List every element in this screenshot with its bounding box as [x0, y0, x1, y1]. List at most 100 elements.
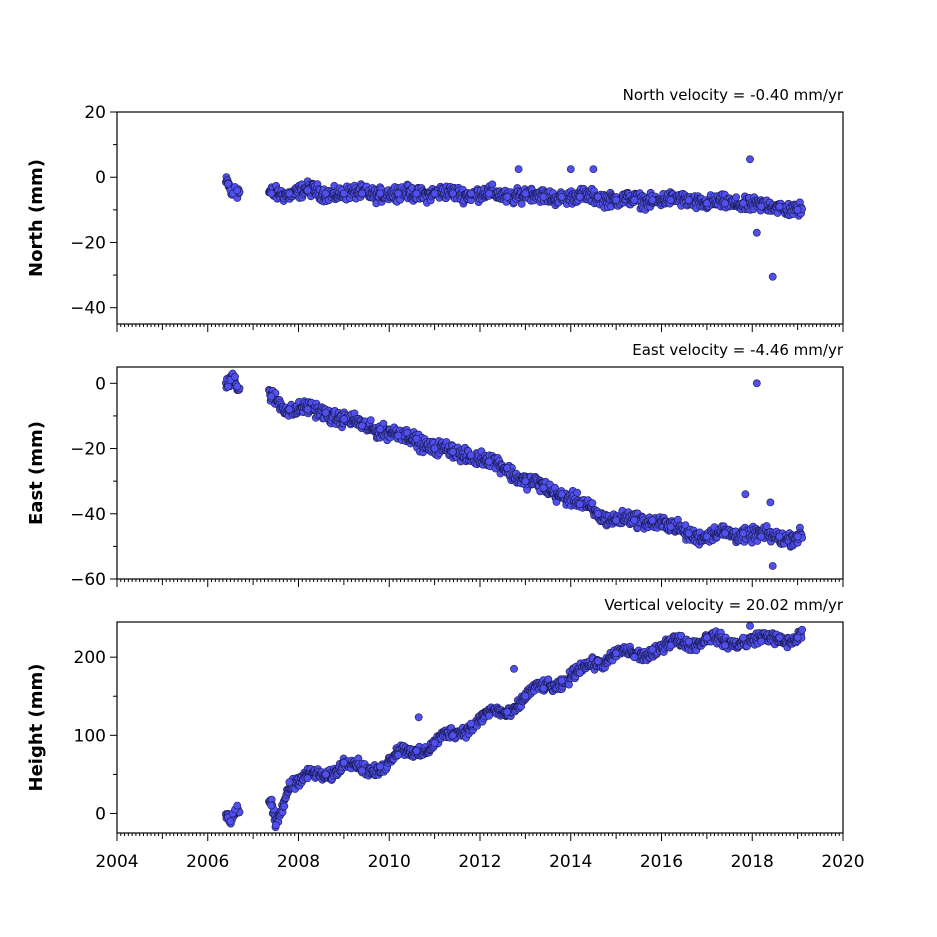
- data-point: [224, 382, 233, 391]
- data-point: [430, 444, 439, 453]
- data-point: [739, 199, 748, 208]
- data-point: [775, 202, 784, 211]
- data-point: [565, 680, 573, 689]
- outlier-point: [752, 379, 761, 388]
- data-point: [233, 382, 242, 391]
- data-point: [703, 633, 711, 642]
- data-point: [703, 532, 711, 541]
- data-point: [376, 425, 385, 433]
- data-point: [226, 817, 235, 826]
- data-point: [280, 802, 289, 811]
- data-point: [775, 633, 784, 642]
- data-point: [233, 801, 242, 810]
- y-axis-label: North (mm): [26, 159, 47, 277]
- data-point: [588, 499, 597, 508]
- data-point: [412, 434, 421, 443]
- data-point: [224, 179, 233, 188]
- velocity-annotation: North velocity = -0.40 mm/yr: [623, 86, 844, 104]
- data-point: [684, 637, 693, 646]
- data-point: [521, 477, 530, 486]
- data-point: [267, 189, 276, 198]
- data-point: [503, 464, 512, 472]
- data-point: [466, 719, 475, 728]
- outlier-point: [768, 272, 777, 281]
- data-points: [221, 155, 806, 281]
- data-point: [521, 189, 530, 198]
- data-point: [358, 421, 366, 430]
- outlier-point: [746, 155, 754, 164]
- data-point: [539, 483, 548, 492]
- y-tick-label: −60: [70, 570, 106, 590]
- data-point: [630, 516, 639, 525]
- outlier-point: [589, 165, 598, 173]
- data-point: [267, 392, 276, 401]
- data-point: [485, 457, 493, 466]
- data-point: [285, 189, 294, 198]
- data-point: [666, 522, 675, 531]
- data-point: [739, 633, 748, 642]
- data-point: [271, 821, 280, 830]
- y-tick-label: 200: [74, 648, 106, 668]
- data-point: [739, 529, 748, 538]
- outlier-point: [766, 498, 775, 507]
- x-tick-label: 2008: [277, 852, 320, 872]
- data-point: [575, 500, 584, 508]
- data-point: [648, 516, 657, 525]
- data-point: [503, 192, 512, 201]
- x-tick-label: 2016: [640, 852, 683, 872]
- data-point: [366, 416, 375, 424]
- data-point: [721, 529, 729, 538]
- outlier-point: [566, 165, 575, 173]
- y-tick-label: 0: [95, 374, 106, 394]
- data-point: [521, 692, 530, 701]
- data-point: [575, 192, 584, 201]
- data-point: [466, 189, 475, 198]
- data-point: [612, 649, 620, 658]
- x-tick-label: 2018: [731, 852, 774, 872]
- data-point: [231, 372, 239, 381]
- data-point: [612, 516, 620, 525]
- data-point: [594, 509, 602, 518]
- data-point: [267, 801, 276, 810]
- data-point: [339, 415, 348, 424]
- data-point: [303, 186, 312, 195]
- data-point: [339, 189, 348, 198]
- velocity-annotation: East velocity = -4.46 mm/yr: [632, 341, 844, 359]
- panel-1: −40 −20 0 20 North (mm) North velocity = -0.4…: [26, 86, 844, 332]
- data-point: [612, 196, 620, 204]
- data-point: [394, 751, 403, 759]
- data-point: [321, 408, 330, 417]
- data-point: [412, 747, 421, 755]
- data-point: [798, 625, 806, 634]
- outlier-point: [768, 562, 777, 570]
- outlier-point: [752, 228, 761, 237]
- data-point: [358, 766, 366, 775]
- data-point: [430, 189, 439, 198]
- data-point: [557, 676, 566, 685]
- data-point: [573, 488, 582, 497]
- data-point: [285, 778, 294, 787]
- data-point: [630, 196, 639, 204]
- data-point: [757, 637, 766, 646]
- outlier-point: [514, 165, 523, 173]
- outlier-point: [741, 490, 750, 499]
- x-tick-label: 2012: [458, 852, 501, 872]
- data-point: [539, 192, 548, 201]
- data-point: [732, 193, 741, 202]
- data-point: [394, 189, 403, 198]
- y-tick-label: 0: [95, 168, 106, 188]
- data-point: [503, 708, 512, 716]
- data-point: [757, 532, 766, 541]
- data-point: [666, 641, 675, 650]
- data-point: [721, 641, 729, 650]
- x-tick-label: 2010: [368, 852, 411, 872]
- data-point: [703, 199, 711, 208]
- data-point: [321, 189, 330, 198]
- data-point: [358, 189, 366, 198]
- data-point: [575, 668, 584, 677]
- data-point: [448, 447, 457, 456]
- velocity-annotation: Vertical velocity = 20.02 mm/yr: [604, 596, 844, 614]
- data-point: [339, 758, 348, 767]
